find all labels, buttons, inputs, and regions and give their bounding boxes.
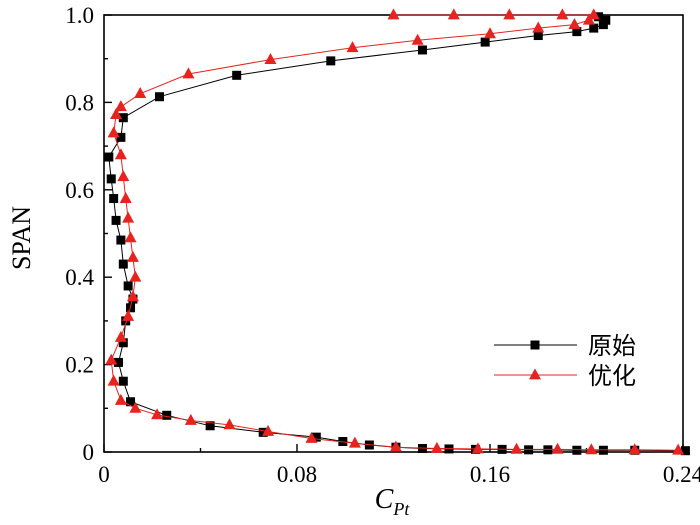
triangle-marker bbox=[114, 330, 127, 342]
square-marker bbox=[572, 445, 582, 455]
square-marker bbox=[589, 23, 599, 33]
triangle-marker bbox=[107, 374, 120, 386]
square-marker bbox=[123, 281, 133, 291]
square-marker bbox=[417, 45, 427, 55]
series-layer bbox=[104, 8, 690, 456]
y-tick-label: 0.4 bbox=[65, 265, 94, 290]
square-marker bbox=[232, 70, 242, 80]
x-tick-label: 0.08 bbox=[277, 462, 317, 487]
triangle-marker bbox=[122, 211, 135, 223]
x-axis-title-sub: Pt bbox=[392, 499, 410, 519]
y-tick-label: 0.6 bbox=[65, 178, 94, 203]
triangle-marker bbox=[184, 413, 197, 425]
square-marker bbox=[126, 397, 136, 407]
triangle-marker bbox=[628, 443, 641, 455]
x-tick-label: 0.16 bbox=[470, 462, 510, 487]
triangle-marker bbox=[129, 401, 142, 413]
square-marker bbox=[258, 427, 268, 437]
triangle-marker bbox=[551, 442, 564, 454]
x-axis-title: CPt bbox=[375, 484, 411, 519]
triangle-marker bbox=[105, 353, 118, 365]
triangle-marker bbox=[430, 441, 443, 453]
triangle-marker bbox=[262, 424, 275, 436]
y-tick-label: 0 bbox=[83, 440, 95, 465]
triangle-marker bbox=[119, 191, 132, 203]
square-marker bbox=[533, 31, 543, 41]
triangle-marker bbox=[134, 87, 147, 99]
square-marker bbox=[118, 259, 128, 269]
triangle-marker bbox=[387, 8, 400, 20]
triangle-marker bbox=[510, 442, 523, 454]
triangle-marker bbox=[348, 436, 361, 448]
triangle-marker bbox=[126, 290, 139, 302]
series-2 bbox=[105, 8, 685, 455]
triangle-marker bbox=[264, 52, 277, 64]
triangle-marker bbox=[568, 18, 581, 30]
triangle-marker bbox=[346, 41, 359, 53]
triangle-marker bbox=[114, 148, 127, 160]
square-marker bbox=[680, 446, 690, 456]
axes: 0 0.08 0.16 0.24 0 0.2 0.4 0.6 0.8 1.0 bbox=[65, 3, 700, 487]
triangle-marker bbox=[126, 250, 139, 262]
square-marker bbox=[311, 432, 321, 442]
triangle-marker bbox=[110, 108, 123, 120]
triangle-marker bbox=[532, 21, 545, 33]
square-marker bbox=[116, 132, 126, 142]
square-marker bbox=[113, 357, 123, 367]
square-marker bbox=[205, 421, 215, 431]
y-tick-label: 0.2 bbox=[65, 353, 94, 378]
triangle-marker bbox=[114, 393, 127, 405]
triangle-marker bbox=[305, 431, 318, 443]
square-marker bbox=[572, 27, 582, 37]
square-marker bbox=[118, 338, 128, 348]
square-marker bbox=[594, 12, 604, 22]
x-tick-label: 0 bbox=[98, 462, 110, 487]
square-marker bbox=[104, 152, 114, 162]
triangle-marker bbox=[585, 443, 598, 455]
triangle-marker bbox=[447, 8, 460, 20]
square-marker bbox=[116, 235, 126, 245]
square-marker bbox=[601, 15, 611, 25]
square-marker bbox=[109, 194, 119, 204]
y-tick-label: 0.8 bbox=[65, 90, 94, 115]
legend-label: 原始 bbox=[588, 332, 636, 360]
triangle-marker bbox=[151, 408, 164, 420]
triangle-marker bbox=[114, 100, 127, 112]
triangle-marker bbox=[117, 170, 130, 182]
square-marker bbox=[118, 376, 128, 386]
triangle-marker bbox=[411, 33, 424, 45]
square-marker bbox=[106, 174, 116, 184]
triangle-marker bbox=[129, 270, 142, 282]
square-marker bbox=[111, 215, 121, 225]
square-marker bbox=[326, 56, 336, 66]
square-marker bbox=[154, 92, 164, 102]
square-marker bbox=[162, 410, 172, 420]
triangle-marker bbox=[672, 443, 685, 455]
triangle-marker bbox=[587, 8, 600, 20]
y-tick-label: 1.0 bbox=[65, 3, 94, 28]
x-tick-label: 0.24 bbox=[663, 462, 700, 487]
legend-marker bbox=[529, 368, 541, 380]
triangle-marker bbox=[124, 231, 137, 243]
square-marker bbox=[480, 37, 490, 47]
triangle-marker bbox=[503, 8, 516, 20]
triangle-marker bbox=[122, 309, 135, 321]
legend-marker bbox=[530, 340, 540, 350]
triangle-marker bbox=[107, 126, 120, 138]
square-marker bbox=[118, 113, 128, 123]
legend-label: 优化 bbox=[588, 362, 636, 390]
y-axis-title: SPAN bbox=[7, 206, 36, 270]
legend-item: 原始 bbox=[494, 332, 636, 360]
triangle-marker bbox=[471, 442, 484, 454]
triangle-marker bbox=[182, 67, 195, 79]
x-axis-title-main: C bbox=[375, 484, 394, 515]
triangle-marker bbox=[223, 418, 236, 430]
triangle-marker bbox=[484, 27, 496, 39]
triangle-marker bbox=[389, 440, 402, 452]
legend-item: 优化 bbox=[494, 362, 636, 390]
triangle-marker bbox=[556, 8, 569, 20]
